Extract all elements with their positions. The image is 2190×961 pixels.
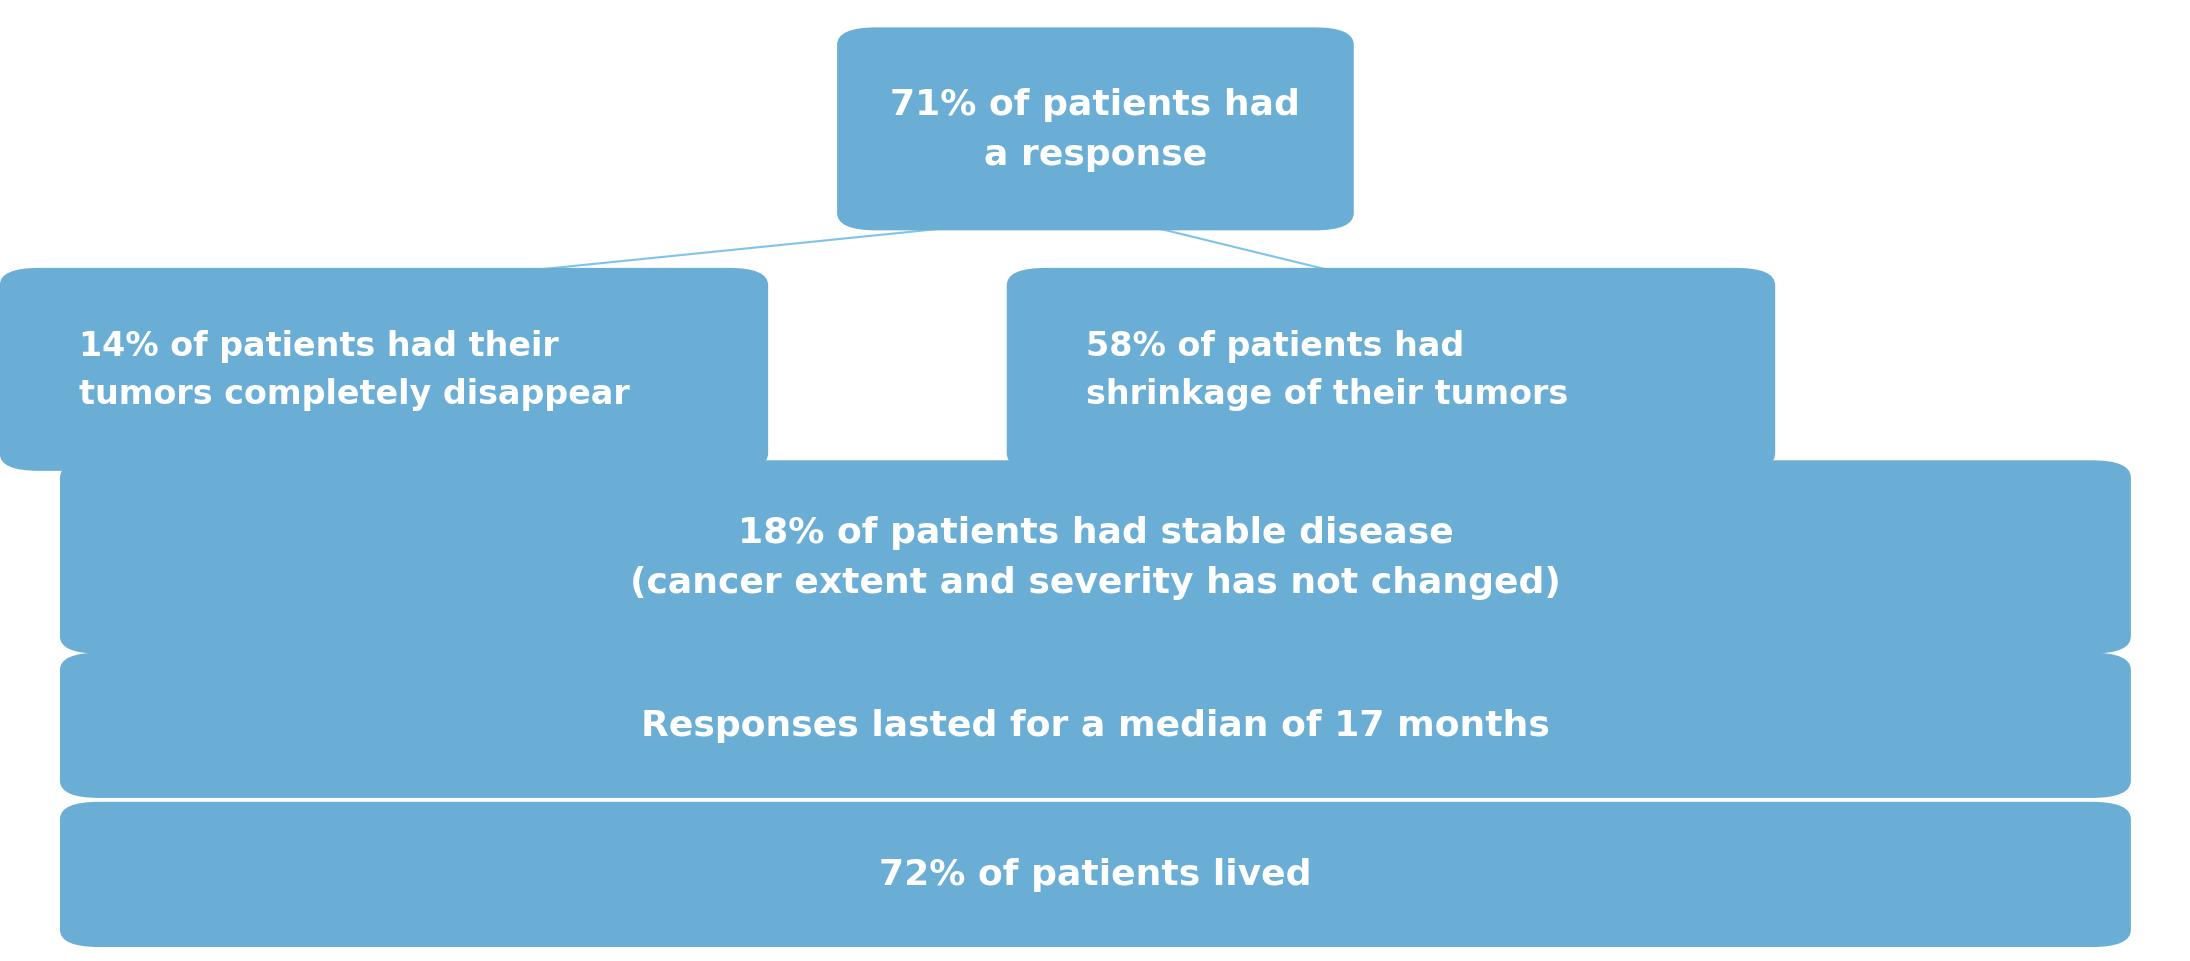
Text: 72% of patients lived: 72% of patients lived	[878, 857, 1312, 892]
Text: 14% of patients had their
tumors completely disappear: 14% of patients had their tumors complet…	[79, 330, 629, 410]
FancyBboxPatch shape	[59, 461, 2131, 654]
Text: Responses lasted for a median of 17 months: Responses lasted for a median of 17 mont…	[642, 708, 1551, 743]
FancyBboxPatch shape	[837, 29, 1353, 232]
FancyBboxPatch shape	[59, 653, 2131, 798]
FancyBboxPatch shape	[59, 801, 2131, 948]
Text: 71% of patients had
a response: 71% of patients had a response	[891, 87, 1301, 172]
FancyBboxPatch shape	[1007, 269, 1776, 472]
Text: 58% of patients had
shrinkage of their tumors: 58% of patients had shrinkage of their t…	[1086, 330, 1568, 410]
FancyBboxPatch shape	[0, 269, 769, 472]
Text: 18% of patients had stable disease
(cancer extent and severity has not changed): 18% of patients had stable disease (canc…	[631, 515, 1561, 600]
